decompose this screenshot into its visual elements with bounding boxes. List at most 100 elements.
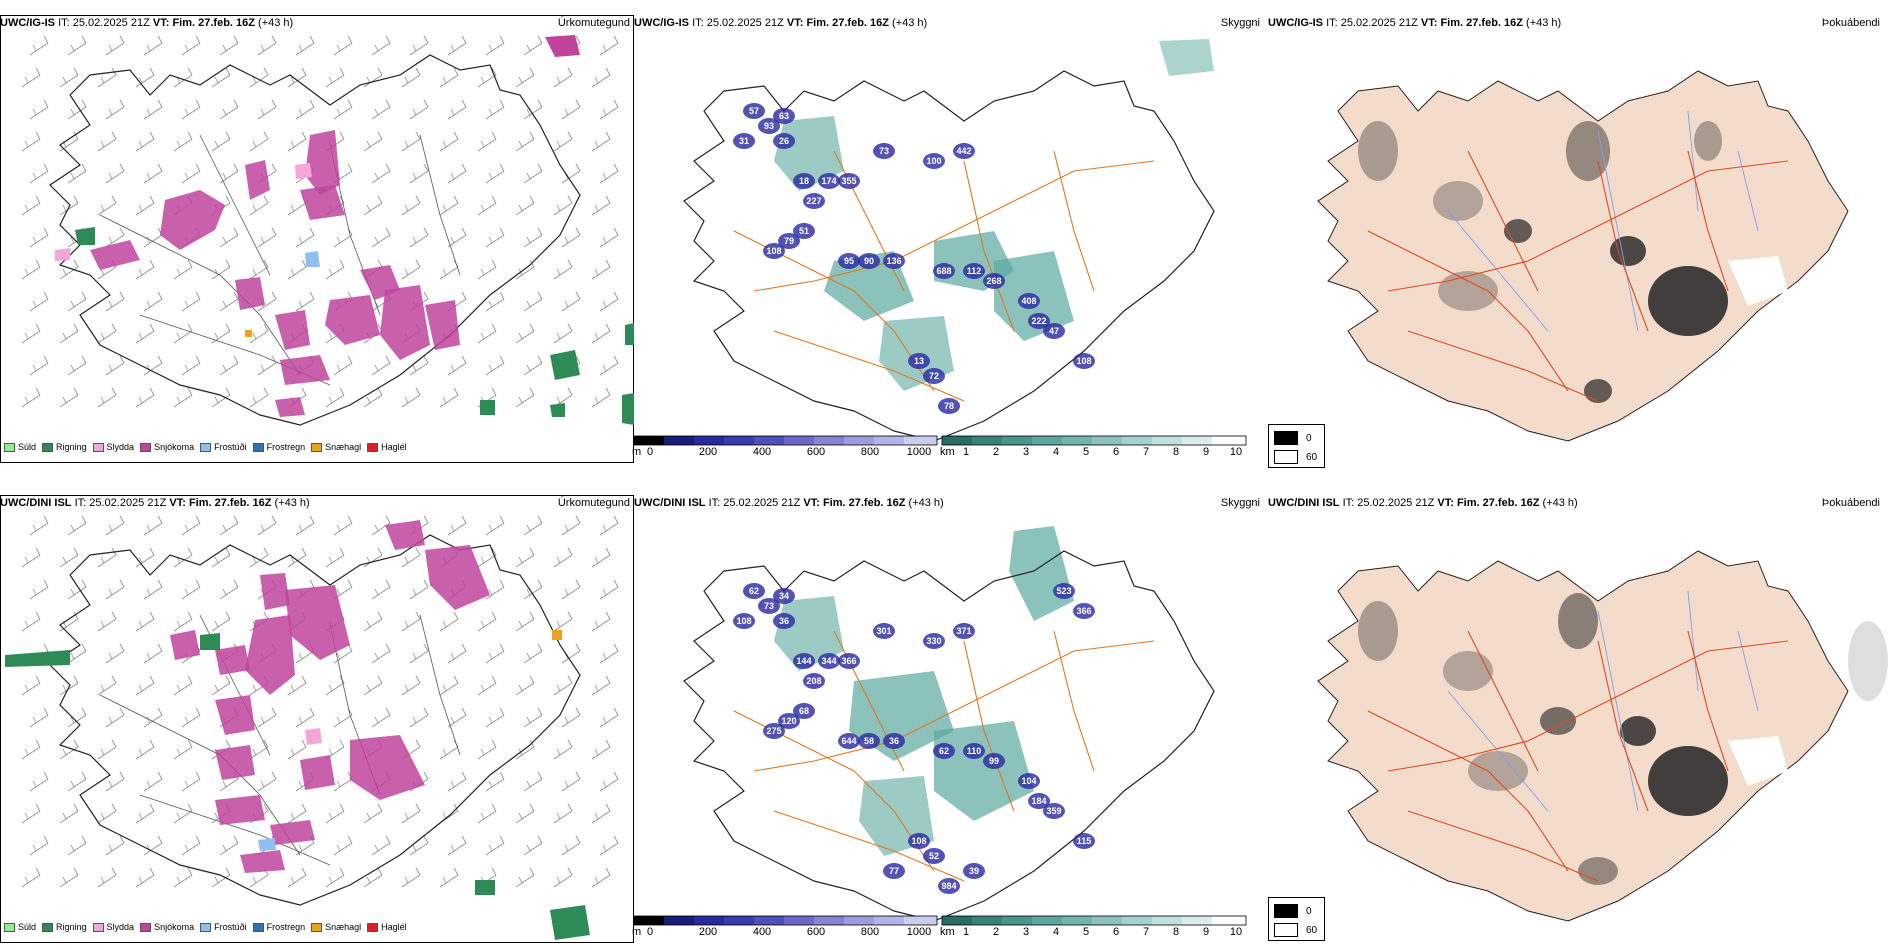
cloudbase-tick: 0 xyxy=(646,446,654,458)
wind-barb xyxy=(97,547,117,568)
wind-barb xyxy=(561,643,581,664)
wind-barb xyxy=(591,67,611,88)
wind-barb xyxy=(401,803,421,824)
wind-barb xyxy=(135,195,155,216)
wind-barb xyxy=(439,195,459,216)
wind-barb xyxy=(599,99,619,120)
snow-area xyxy=(285,585,350,660)
wind-barb xyxy=(485,291,505,312)
legend-label: Snjókoma xyxy=(154,442,195,452)
snow-area xyxy=(215,795,265,825)
wind-barb xyxy=(363,611,383,632)
map-frame xyxy=(0,15,634,463)
snow-area xyxy=(275,397,305,417)
wind-barb xyxy=(523,355,543,376)
cloudbase-label: 359 xyxy=(1046,806,1061,816)
wind-barb xyxy=(287,259,307,280)
wind-barb xyxy=(219,35,239,56)
cloudbase-areas xyxy=(733,103,1095,414)
panel-title: Úrkomutegund xyxy=(557,497,630,509)
cloudbase-blob xyxy=(858,253,880,269)
wind-barb xyxy=(211,675,231,696)
wind-barb xyxy=(371,35,391,56)
precip-legend: Súld Rigning Slydda Snjókoma Frostúði Frostre… xyxy=(4,919,407,935)
cloudbase-blob xyxy=(758,118,780,134)
visibility-tick: 5 xyxy=(1082,926,1090,938)
precip-map xyxy=(5,515,619,940)
snow-area xyxy=(380,285,430,360)
it-value: 25.02.2025 21Z xyxy=(706,17,784,29)
panel-header: UWC/IG-IS IT: 25.02.2025 21Z VT: Fim. 27… xyxy=(0,15,634,31)
cloudbase-blob xyxy=(923,153,945,169)
it-label: IT: xyxy=(708,497,721,509)
wind-barb xyxy=(553,131,573,152)
wind-barb xyxy=(439,387,459,408)
cloudbase-blob xyxy=(983,273,1005,289)
wind-barb xyxy=(211,611,231,632)
wind-barb xyxy=(333,99,353,120)
rivers xyxy=(1447,110,1759,332)
wind-barb xyxy=(515,867,535,888)
panel-title: Þokuábendi xyxy=(1821,17,1880,29)
cloudbase-blob xyxy=(1043,323,1065,339)
legend-item: Haglél xyxy=(367,442,407,452)
wind-barb xyxy=(599,515,619,536)
cloudbase-label: 222 xyxy=(1031,316,1046,326)
cloudbase-blob xyxy=(733,613,755,629)
wind-barb xyxy=(105,771,125,792)
cloudbase-blob xyxy=(743,583,765,599)
wind-barb xyxy=(249,323,269,344)
cloudbase-tick: 200 xyxy=(698,446,718,458)
wind-barb xyxy=(21,867,41,888)
cloudbase-tick: 600 xyxy=(806,446,826,458)
wind-barb xyxy=(219,579,239,600)
wind-barb xyxy=(135,387,155,408)
wind-barb xyxy=(599,35,619,56)
cloudbase-label: 366 xyxy=(1076,606,1091,616)
wind-barb xyxy=(599,163,619,184)
wind-barb xyxy=(485,579,505,600)
cloudbase-tick: 600 xyxy=(806,926,826,938)
cloudbase-label: 301 xyxy=(876,626,891,636)
cloudbase-blob xyxy=(953,143,975,159)
wind-barb xyxy=(173,803,193,824)
wind-barb xyxy=(363,867,383,888)
wind-barb xyxy=(515,195,535,216)
fog-blob xyxy=(1558,593,1598,649)
precip-panel-bottom: UWC/DINI ISL IT: 25.02.2025 21Z VT: Fim.… xyxy=(0,495,634,945)
wind-barb xyxy=(439,131,459,152)
wind-barb xyxy=(295,515,315,536)
wind-barb xyxy=(485,35,505,56)
wind-barb xyxy=(173,739,193,760)
cloudbase-label: 100 xyxy=(926,156,941,166)
legend-label: Súld xyxy=(18,922,37,932)
wind-barb xyxy=(173,675,193,696)
cloudbase-label: 62 xyxy=(939,746,949,756)
cloudbase-label: 112 xyxy=(967,266,982,276)
fog-blob xyxy=(1438,271,1498,311)
visibility-colorbar: km 1 2 3 4 5 6 7 8 9 10 xyxy=(940,915,1247,942)
visibility-tick: 3 xyxy=(1022,446,1030,458)
cloudbase-label: 36 xyxy=(889,736,899,746)
wind-barb xyxy=(599,835,619,856)
snow-area xyxy=(305,130,340,195)
cloudbase-blob xyxy=(763,243,785,259)
snow-area xyxy=(425,545,490,610)
snow-area xyxy=(170,630,200,660)
fog-blob xyxy=(1694,121,1722,161)
visibility-unit: km xyxy=(940,926,955,938)
roads xyxy=(733,150,1155,402)
cloudbase-blob xyxy=(778,713,800,729)
cloudbase-label: 73 xyxy=(764,601,774,611)
legend-label: Frostregn xyxy=(266,922,306,932)
cloudbase-label: 644 xyxy=(841,736,856,746)
wind-barb xyxy=(59,867,79,888)
legend-label: Snæhagl xyxy=(325,922,362,932)
fog-legend-high: 60 xyxy=(1274,450,1317,464)
wind-barb xyxy=(591,195,611,216)
snow-area xyxy=(275,310,310,350)
wind-barb xyxy=(363,387,383,408)
lead-time: (+43 h) xyxy=(1542,497,1578,509)
wind-barb xyxy=(135,803,155,824)
wind-barb xyxy=(105,579,125,600)
